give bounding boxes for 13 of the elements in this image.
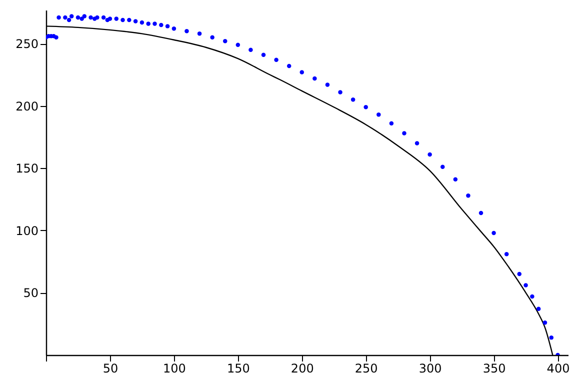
y-tick-label: 200 [16,99,38,114]
x-tick-label: 200 [290,362,314,376]
y-tick-label: 250 [16,37,38,52]
x-tick-label: 250 [354,362,378,376]
x-tick-label: 150 [226,362,250,376]
x-tick-label: 400 [546,362,570,376]
y-tick-label: 100 [16,224,38,238]
x-tick-label: 300 [418,362,442,376]
x-tick-label: 50 [102,362,118,376]
y-tick-label: 150 [16,162,38,176]
x-tick-label: 350 [482,362,506,376]
x-tick-label: 100 [162,362,186,376]
y-tick-label: 50 [23,286,38,300]
